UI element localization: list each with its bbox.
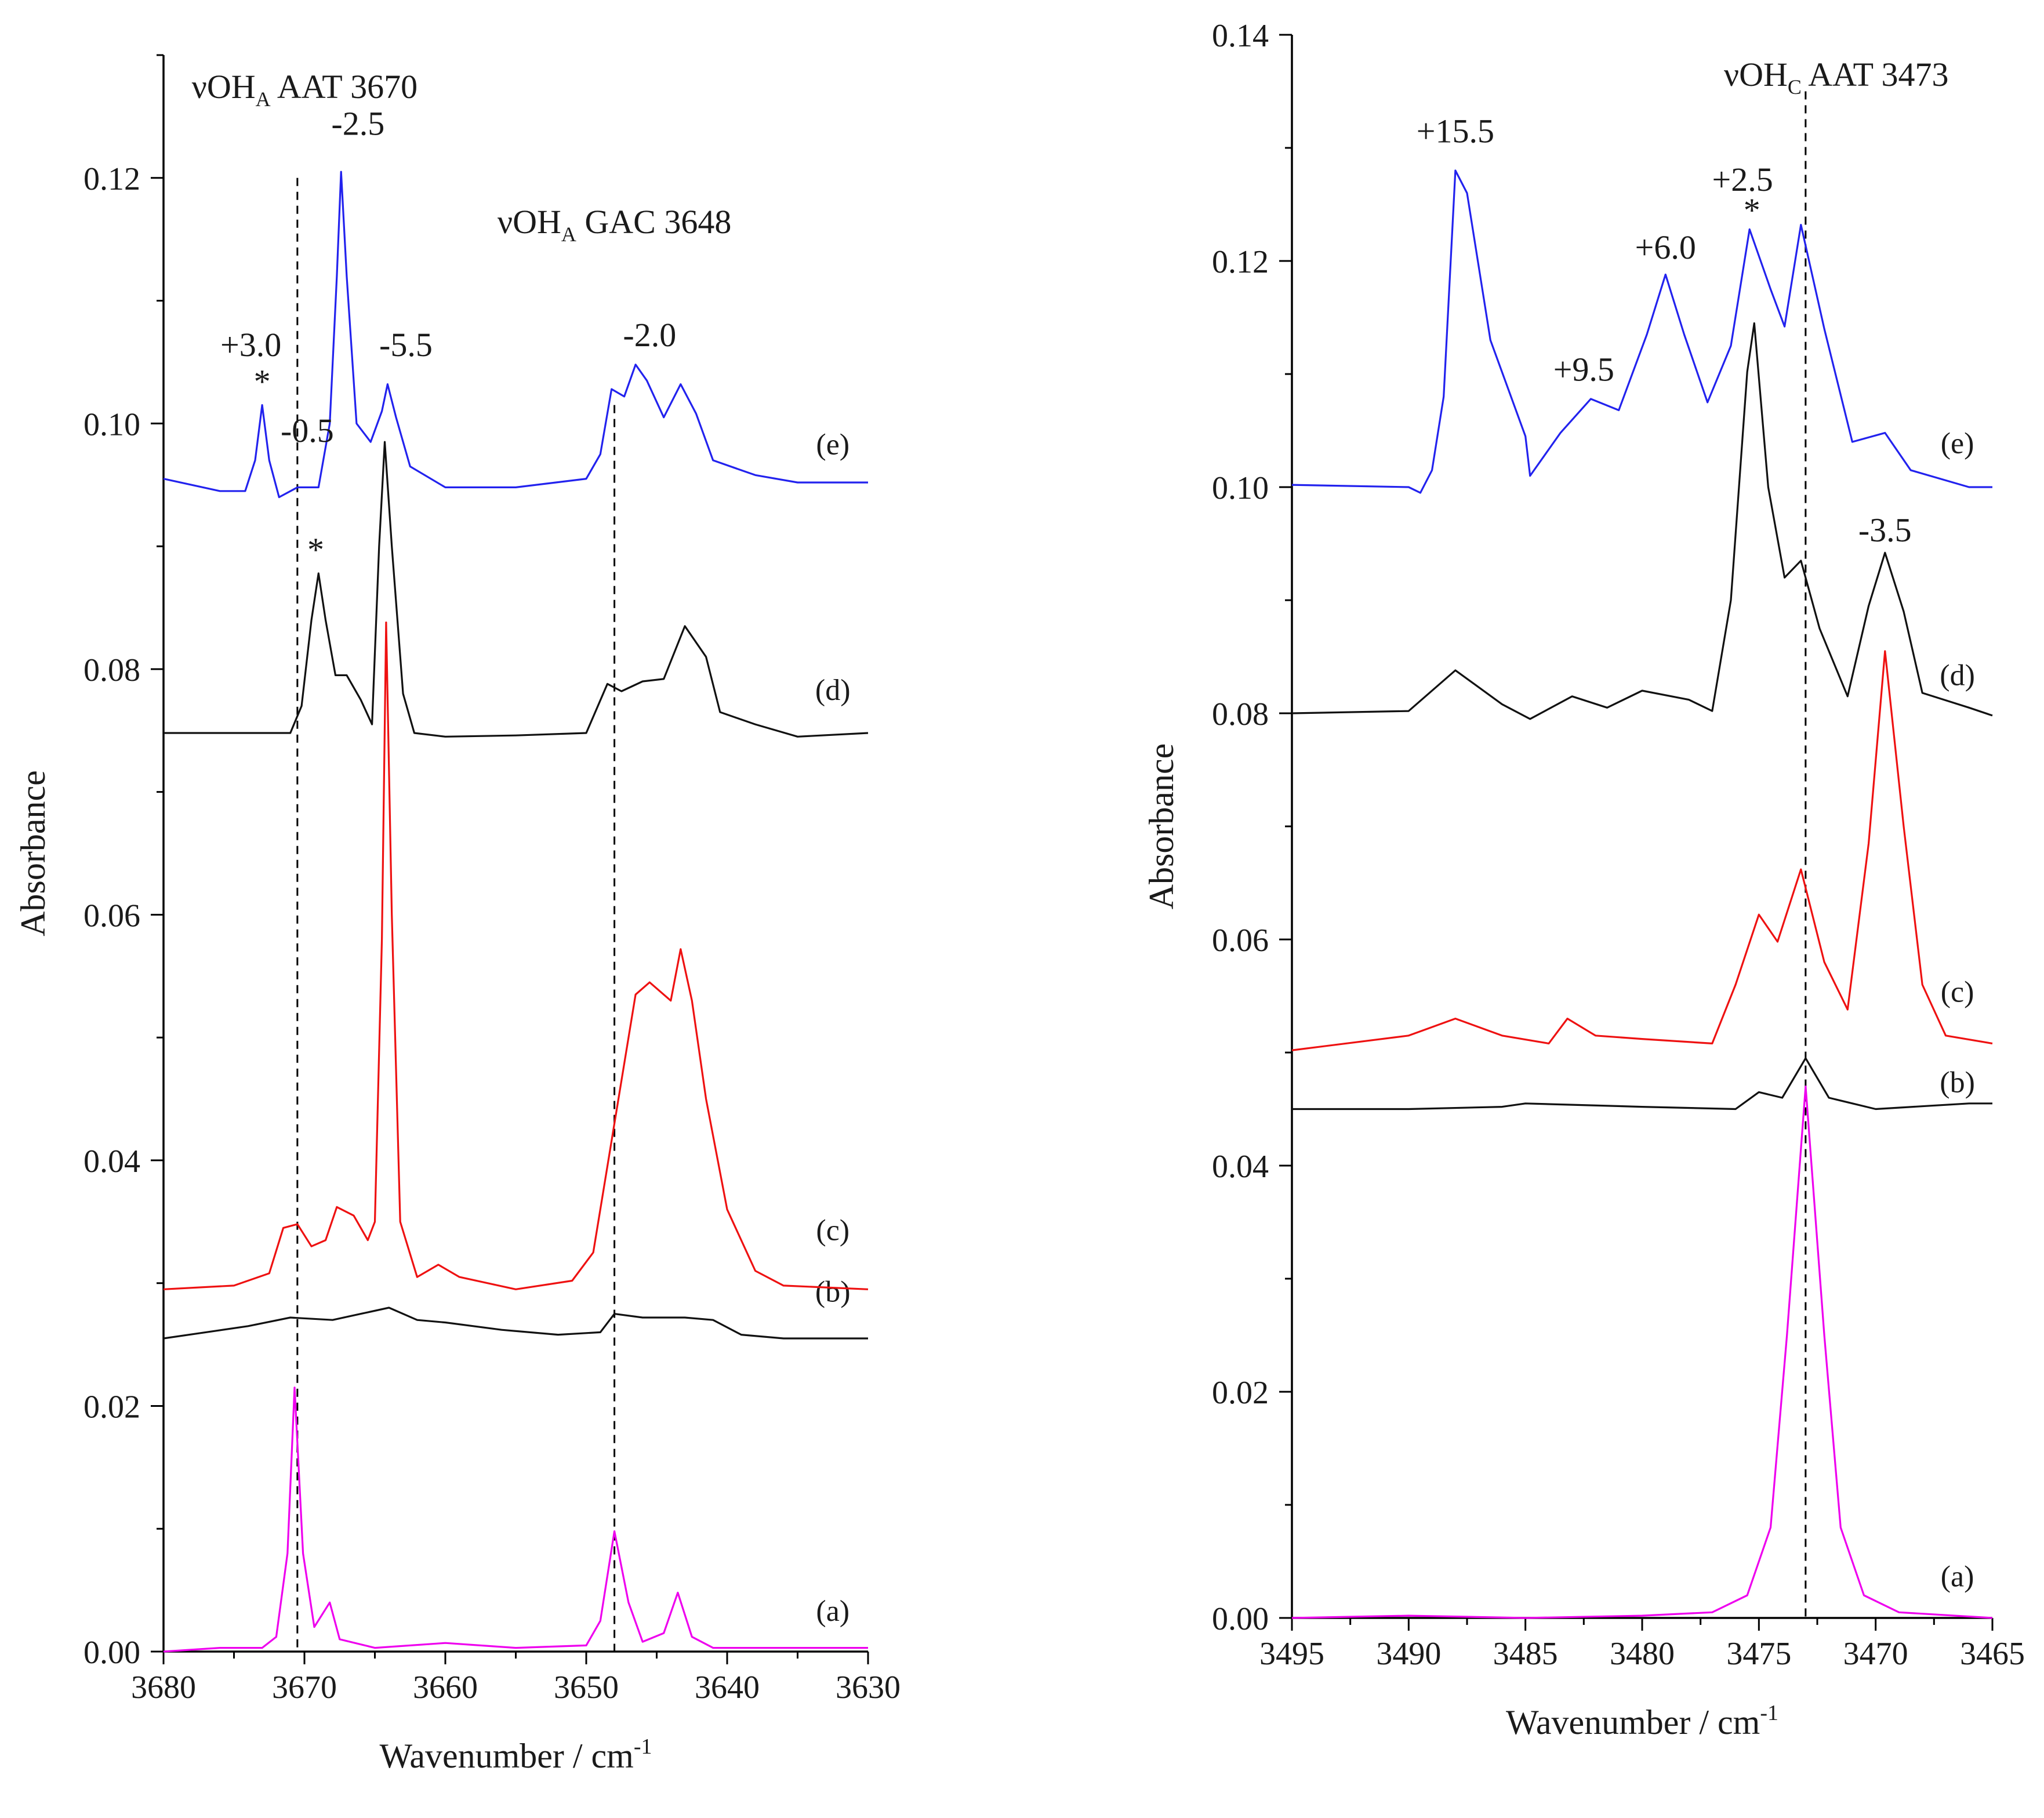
shift-annotation: -0.5 bbox=[281, 412, 334, 449]
x-tick-label: 3490 bbox=[1376, 1636, 1441, 1672]
x-tick-label: 3470 bbox=[1843, 1636, 1908, 1672]
spectrum-trace-d bbox=[1291, 322, 1993, 720]
x-tick-label: 3475 bbox=[1726, 1636, 1791, 1672]
band-assignment-subscript: A bbox=[256, 88, 271, 111]
band-assignment-label: νOHC AAT 3473 bbox=[1724, 56, 1949, 99]
band-assignment-rest: AAT 3473 bbox=[1802, 56, 1949, 93]
spectrum-trace-c bbox=[163, 621, 869, 1290]
spectrum-trace-c bbox=[1291, 650, 1993, 1051]
spectrum-label: (b) bbox=[1940, 1066, 1975, 1099]
x-axis-label: Wavenumber / cm-1 bbox=[1506, 1701, 1778, 1741]
y-tick-label: 0.08 bbox=[1212, 696, 1269, 732]
y-tick-label: 0.12 bbox=[1212, 244, 1269, 280]
y-tick-label: 0.14 bbox=[1212, 18, 1269, 54]
spectrum-trace-d bbox=[164, 441, 869, 738]
shift-annotation: +2.5 bbox=[1712, 161, 1773, 198]
shift-annotation: +9.5 bbox=[1553, 351, 1614, 389]
spectrum-trace-a bbox=[163, 1387, 868, 1653]
y-tick-label: 0.08 bbox=[83, 652, 140, 688]
spectrum-trace-e bbox=[163, 170, 868, 498]
spectrum-label: (e) bbox=[816, 428, 849, 461]
spectrum-trace-a bbox=[1291, 1085, 1993, 1619]
shift-annotation: -2.0 bbox=[623, 316, 676, 354]
spectrum-label: (a) bbox=[816, 1595, 849, 1628]
y-axis-label: Absorbance bbox=[14, 770, 52, 937]
y-tick-label: 0.10 bbox=[83, 407, 140, 442]
y-tick-label: 0.00 bbox=[1212, 1601, 1269, 1637]
shift-annotation: +3.0 bbox=[220, 326, 281, 364]
band-assignment-rest: GAC 3648 bbox=[576, 203, 731, 241]
band-assignment-subscript: A bbox=[561, 223, 576, 246]
band-assignment-rest: AAT 3670 bbox=[271, 68, 418, 106]
shift-annotation: +6.0 bbox=[1635, 228, 1696, 266]
y-tick-label: 0.04 bbox=[83, 1144, 140, 1180]
asterisk-marker: * bbox=[307, 531, 324, 568]
shift-annotation: -5.5 bbox=[379, 326, 433, 364]
spectrum-label: (b) bbox=[815, 1275, 851, 1308]
y-tick-label: 0.02 bbox=[1212, 1375, 1269, 1411]
spectrum-trace-b bbox=[1292, 1057, 1992, 1111]
y-tick-label: 0.06 bbox=[1212, 923, 1269, 959]
shift-annotation: -3.5 bbox=[1858, 511, 1912, 549]
y-tick-label: 0.12 bbox=[83, 161, 140, 197]
x-tick-label: 3485 bbox=[1493, 1636, 1558, 1672]
y-tick-label: 0.06 bbox=[83, 898, 140, 934]
band-assignment-label: νOHA AAT 3670 bbox=[192, 68, 418, 111]
x-tick-label: 3465 bbox=[1960, 1636, 2025, 1672]
x-tick-label: 3670 bbox=[272, 1670, 337, 1705]
x-tick-label: 3680 bbox=[131, 1670, 196, 1705]
band-assignment-subscript: C bbox=[1788, 75, 1802, 99]
shift-annotation: -2.5 bbox=[331, 105, 384, 143]
chart-panel-left: 0.00 0.02 0.04 0.06 0.08 0.10 0.12 3680 3670 3660… bbox=[14, 54, 901, 1775]
spectrum-label: (d) bbox=[815, 674, 851, 707]
x-tick-label: 3480 bbox=[1610, 1636, 1675, 1672]
y-tick-label: 0.10 bbox=[1212, 470, 1269, 506]
asterisk-marker: * bbox=[1744, 191, 1760, 229]
spectrum-trace-e bbox=[1291, 169, 1992, 494]
y-tick-label: 0.04 bbox=[1212, 1149, 1269, 1185]
y-tick-label: 0.00 bbox=[83, 1635, 140, 1671]
spectrum-label: (c) bbox=[816, 1214, 849, 1247]
x-tick-label: 3495 bbox=[1259, 1636, 1324, 1672]
asterisk-marker: * bbox=[254, 362, 271, 400]
x-tick-label: 3650 bbox=[554, 1670, 619, 1705]
x-axis-label-superscript: -1 bbox=[1760, 1701, 1778, 1725]
x-tick-label: 3660 bbox=[413, 1670, 478, 1705]
spectrum-label: (d) bbox=[1940, 659, 1975, 692]
spectrum-label: (c) bbox=[1941, 975, 1974, 1008]
band-assignment-label: νOHA GAC 3648 bbox=[498, 203, 731, 246]
x-axis-label: Wavenumber / cm-1 bbox=[380, 1734, 652, 1775]
y-axis-label: Absorbance bbox=[1142, 743, 1181, 910]
y-tick-label: 0.02 bbox=[83, 1389, 140, 1425]
x-tick-label: 3640 bbox=[695, 1670, 760, 1705]
x-tick-label: 3630 bbox=[836, 1670, 901, 1705]
x-axis-label-superscript: -1 bbox=[634, 1734, 652, 1759]
spectrum-trace-b bbox=[163, 1307, 868, 1340]
spectrum-label: (a) bbox=[1941, 1560, 1974, 1593]
spectrum-label: (e) bbox=[1941, 427, 1974, 460]
chart-panel-right: 0.00 0.02 0.04 0.06 0.08 0.10 0.12 0.14 3495 3490… bbox=[1142, 18, 2025, 1741]
shift-annotation: +15.5 bbox=[1417, 112, 1494, 150]
